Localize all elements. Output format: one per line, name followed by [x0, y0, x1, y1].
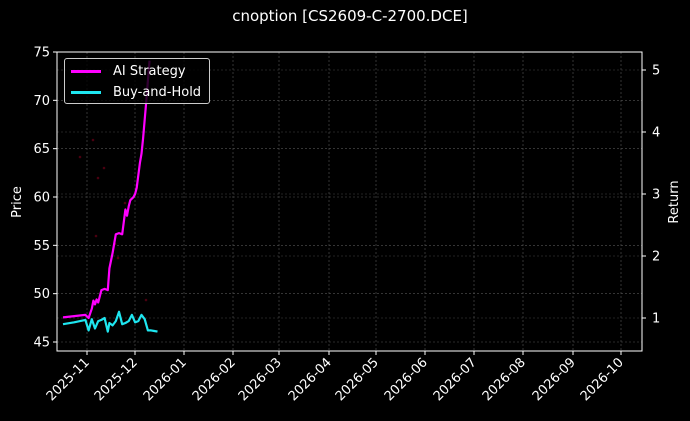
svg-text:2026-03: 2026-03: [236, 355, 285, 404]
svg-text:2026-07: 2026-07: [431, 355, 480, 404]
svg-text:70: 70: [33, 94, 50, 109]
svg-text:65: 65: [33, 142, 50, 157]
svg-text:2026-09: 2026-09: [530, 355, 579, 404]
legend-swatch-buy-and-hold: [71, 90, 101, 94]
legend-swatch-ai-strategy: [71, 69, 101, 73]
svg-text:3: 3: [652, 188, 660, 203]
svg-text:4: 4: [652, 126, 660, 141]
svg-text:Price: Price: [10, 186, 25, 218]
svg-text:Return: Return: [667, 180, 682, 223]
svg-text:2025-12: 2025-12: [92, 355, 141, 404]
svg-text:2026-06: 2026-06: [382, 355, 431, 404]
legend-item-buy-and-hold: Buy-and-Hold: [71, 83, 201, 101]
svg-text:2026-10: 2026-10: [578, 355, 627, 404]
svg-text:2025-11: 2025-11: [44, 355, 93, 404]
legend: AI Strategy Buy-and-Hold: [64, 58, 210, 104]
svg-text:45: 45: [33, 336, 50, 351]
svg-text:1: 1: [652, 312, 660, 327]
svg-text:2026-01: 2026-01: [141, 355, 190, 404]
svg-text:2026-05: 2026-05: [333, 355, 382, 404]
svg-text:75: 75: [33, 46, 50, 61]
svg-text:50: 50: [33, 287, 50, 302]
svg-text:2: 2: [652, 250, 660, 265]
svg-text:55: 55: [33, 239, 50, 254]
svg-text:60: 60: [33, 191, 50, 206]
svg-text:5: 5: [652, 64, 660, 79]
chart-title: cnoption [CS2609-C-2700.DCE]: [232, 7, 468, 25]
legend-label: Buy-and-Hold: [113, 84, 202, 100]
svg-text:2026-08: 2026-08: [480, 355, 529, 404]
svg-text:2026-02: 2026-02: [190, 355, 239, 404]
legend-item-ai-strategy: AI Strategy: [71, 62, 186, 80]
svg-text:2026-04: 2026-04: [286, 355, 335, 404]
legend-label: AI Strategy: [113, 63, 186, 79]
